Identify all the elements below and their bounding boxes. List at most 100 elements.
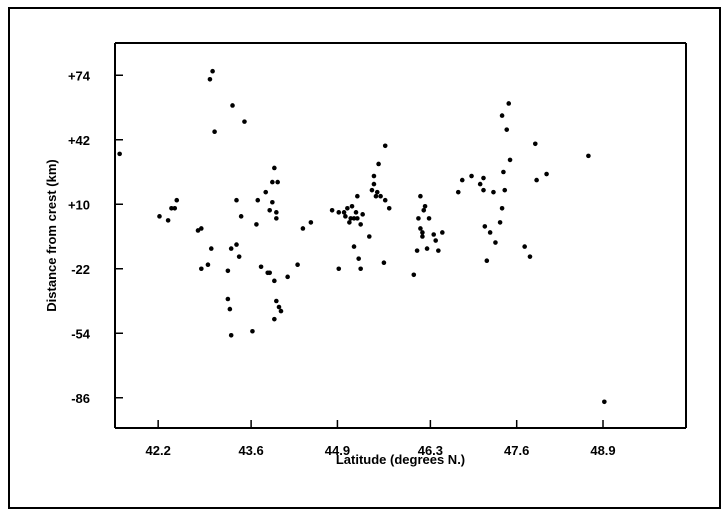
- data-point: [481, 187, 486, 193]
- data-point: [348, 216, 354, 221]
- data-point: [270, 199, 275, 205]
- data-point: [351, 244, 357, 249]
- data-point: [236, 254, 242, 259]
- data-point: [267, 208, 273, 213]
- data-point: [459, 177, 465, 183]
- data-point: [169, 205, 174, 211]
- data-point: [336, 210, 342, 215]
- data-point: [369, 187, 375, 193]
- data-point: [353, 210, 359, 215]
- data-point: [506, 101, 512, 106]
- data-point: [230, 103, 235, 108]
- data-point: [255, 197, 261, 203]
- chart-axes: [114, 42, 687, 429]
- data-point: [420, 234, 425, 239]
- data-point: [382, 197, 388, 203]
- data-point: [424, 246, 430, 251]
- data-point: [414, 248, 420, 253]
- data-point: [586, 153, 591, 159]
- data-point: [469, 173, 474, 179]
- data-point: [360, 212, 365, 217]
- y-tick-label: -54: [71, 326, 91, 341]
- data-point: [422, 203, 428, 209]
- data-point: [386, 205, 392, 211]
- outer-frame: [8, 7, 721, 509]
- data-point: [300, 226, 306, 231]
- data-point: [484, 258, 490, 263]
- data-point: [258, 264, 264, 270]
- data-point: [295, 262, 300, 268]
- data-point: [522, 244, 527, 249]
- data-point: [455, 189, 461, 195]
- data-point: [371, 181, 377, 187]
- data-point: [341, 210, 347, 215]
- data-point: [477, 181, 483, 187]
- data-point: [351, 216, 357, 221]
- data-point: [381, 260, 387, 266]
- data-point: [275, 179, 280, 185]
- data-point: [117, 151, 122, 157]
- data-point: [534, 177, 539, 183]
- data-point: [157, 214, 162, 219]
- data-point: [355, 216, 360, 221]
- data-point: [499, 113, 505, 118]
- data-point: [274, 210, 279, 215]
- data-point: [416, 216, 421, 221]
- data-point: [440, 230, 445, 235]
- data-point: [238, 214, 244, 219]
- data-point: [426, 216, 432, 221]
- data-point: [532, 141, 538, 147]
- data-point: [272, 316, 277, 322]
- data-point: [507, 157, 513, 163]
- data-point: [482, 224, 488, 229]
- data-point: [174, 197, 180, 203]
- data-point: [227, 306, 233, 312]
- data-point: [205, 262, 211, 268]
- data-point: [355, 193, 360, 199]
- y-axis-label: Distance from crest (km): [44, 159, 59, 311]
- x-tick-label: 48.9: [590, 443, 615, 458]
- data-point: [254, 222, 259, 227]
- data-point: [199, 226, 204, 231]
- data-point: [308, 220, 314, 225]
- y-tick-label: -86: [71, 391, 90, 406]
- data-point: [358, 222, 363, 227]
- data-point: [228, 332, 234, 338]
- data-point: [336, 266, 342, 272]
- data-point: [195, 228, 201, 233]
- data-point: [270, 179, 275, 185]
- data-point: [267, 270, 273, 276]
- data-point: [371, 173, 377, 179]
- data-point: [278, 308, 284, 314]
- data-point: [272, 165, 277, 171]
- data-point: [210, 68, 215, 74]
- data-point: [285, 274, 290, 280]
- data-point: [225, 296, 231, 302]
- data-point: [329, 208, 335, 213]
- x-tick-label: 47.6: [504, 443, 529, 458]
- data-point: [165, 218, 171, 223]
- data-point: [420, 230, 425, 235]
- data-point: [491, 189, 496, 195]
- x-tick-label: 44.9: [325, 443, 350, 458]
- data-point: [421, 208, 427, 213]
- data-point: [358, 266, 363, 272]
- data-point: [172, 205, 178, 211]
- data-point: [501, 169, 506, 175]
- axis-ticks: +74 +42 +10 -22 -54 -86 42.2 43.6 44.9 46.3 47.6 48…: [68, 68, 616, 458]
- data-point: [499, 205, 505, 211]
- data-point: [378, 193, 383, 199]
- data-point: [263, 189, 269, 195]
- data-point: [234, 242, 239, 247]
- data-point: [274, 216, 279, 221]
- data-point: [347, 220, 352, 225]
- x-tick-label: 46.3: [418, 443, 443, 458]
- data-point: [418, 226, 423, 231]
- data-point: [345, 205, 350, 211]
- data-point: [242, 119, 247, 124]
- y-tick-label: -22: [71, 262, 90, 277]
- data-point: [276, 304, 282, 310]
- data-point: [602, 399, 607, 405]
- data-point: [433, 238, 438, 243]
- data-point: [481, 175, 486, 181]
